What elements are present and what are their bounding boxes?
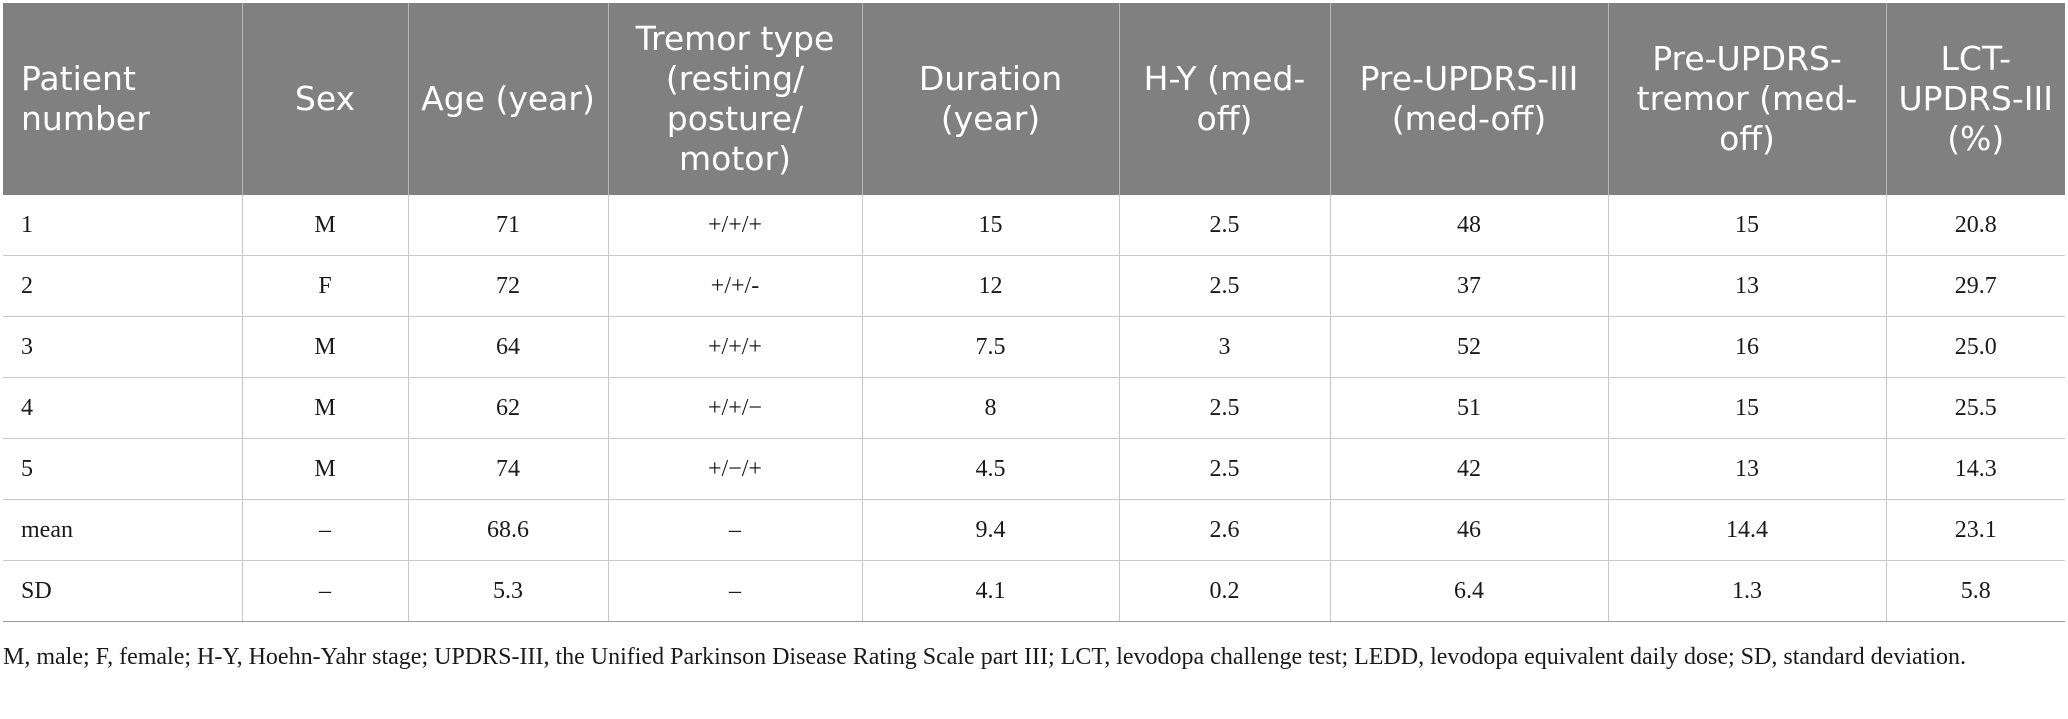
table-cell: 15 — [1608, 377, 1887, 439]
table-cell: 3 — [3, 316, 243, 378]
table-cell: 46 — [1330, 499, 1609, 561]
table-cell: 7.5 — [862, 316, 1120, 378]
column-header: Patient number — [3, 3, 243, 195]
table-row-sd: SD – 5.3 – 4.1 0.2 6.4 1.3 5.8 — [3, 560, 2065, 622]
table-cell: 2 — [3, 255, 243, 317]
table-cell: M — [242, 377, 409, 439]
table-cell: 2.5 — [1119, 195, 1331, 256]
table-cell: M — [242, 195, 409, 256]
table-row: 3 M 64 +/+/+ 7.5 3 52 16 25.0 — [3, 316, 2065, 378]
table-cell: 20.8 — [1886, 195, 2065, 256]
column-header: H-Y (med-off) — [1119, 3, 1331, 195]
table-cell: 16 — [1608, 316, 1887, 378]
table-cell: 5.8 — [1886, 560, 2065, 622]
table-cell: 23.1 — [1886, 499, 2065, 561]
table-cell: 2.5 — [1119, 255, 1331, 317]
table-cell: 14.4 — [1608, 499, 1887, 561]
table-row: 2 F 72 +/+/- 12 2.5 37 13 29.7 — [3, 255, 2065, 317]
table-cell: 15 — [862, 195, 1120, 256]
table-cell: 52 — [1330, 316, 1609, 378]
table-cell: M — [242, 438, 409, 500]
table-cell: 48 — [1330, 195, 1609, 256]
table-cell: 25.5 — [1886, 377, 2065, 439]
table-cell: +/−/+ — [608, 438, 863, 500]
table-header: Patient number Sex Age (year) Tremor typ… — [3, 3, 2065, 195]
table-cell: 13 — [1608, 255, 1887, 317]
table-cell: 51 — [1330, 377, 1609, 439]
table-cell: 3 — [1119, 316, 1331, 378]
table-cell: 42 — [1330, 438, 1609, 500]
table-cell: SD — [3, 560, 243, 622]
table-cell: 12 — [862, 255, 1120, 317]
table-cell: +/+/+ — [608, 195, 863, 256]
table-row: 1 M 71 +/+/+ 15 2.5 48 15 20.8 — [3, 195, 2065, 256]
table-cell: 0.2 — [1119, 560, 1331, 622]
table-cell: 6.4 — [1330, 560, 1609, 622]
table-cell: – — [608, 499, 863, 561]
column-header: Age (year) — [408, 3, 609, 195]
column-header: LCT-UPDRS-III (%) — [1886, 3, 2065, 195]
table-cell: 71 — [408, 195, 609, 256]
column-header: Pre-UPDRS-III (med-off) — [1330, 3, 1609, 195]
table-cell: 64 — [408, 316, 609, 378]
table-cell: – — [242, 499, 409, 561]
table-cell: 13 — [1608, 438, 1887, 500]
table-row: 4 M 62 +/+/− 8 2.5 51 15 25.5 — [3, 377, 2065, 439]
table-cell: +/+/+ — [608, 316, 863, 378]
table-cell: 29.7 — [1886, 255, 2065, 317]
table-row: 5 M 74 +/−/+ 4.5 2.5 42 13 14.3 — [3, 438, 2065, 500]
table-cell: 1 — [3, 195, 243, 256]
table-cell: 4.1 — [862, 560, 1120, 622]
table-cell: 15 — [1608, 195, 1887, 256]
table-cell: 14.3 — [1886, 438, 2065, 500]
patient-characteristics-table: Patient number Sex Age (year) Tremor typ… — [3, 3, 2065, 622]
column-header: Duration (year) — [862, 3, 1120, 195]
table-cell: 25.0 — [1886, 316, 2065, 378]
table-cell: – — [608, 560, 863, 622]
table-cell: 2.5 — [1119, 377, 1331, 439]
patient-characteristics-table-container: Patient number Sex Age (year) Tremor typ… — [3, 3, 2065, 622]
table-body: 1 M 71 +/+/+ 15 2.5 48 15 20.8 2 F 72 +/… — [3, 195, 2065, 622]
table-row-mean: mean – 68.6 – 9.4 2.6 46 14.4 23.1 — [3, 499, 2065, 561]
table-cell: 2.6 — [1119, 499, 1331, 561]
table-footnote: M, male; F, female; H-Y, Hoehn-Yahr stag… — [3, 644, 1966, 670]
table-cell: 74 — [408, 438, 609, 500]
header-row: Patient number Sex Age (year) Tremor typ… — [3, 3, 2065, 195]
table-cell: 5 — [3, 438, 243, 500]
column-header: Tremor type (resting/ posture/ motor) — [608, 3, 863, 195]
table-cell: F — [242, 255, 409, 317]
table-cell: – — [242, 560, 409, 622]
table-cell: 68.6 — [408, 499, 609, 561]
table-cell: 1.3 — [1608, 560, 1887, 622]
table-cell: 4 — [3, 377, 243, 439]
table-cell: mean — [3, 499, 243, 561]
column-header: Sex — [242, 3, 409, 195]
table-cell: 2.5 — [1119, 438, 1331, 500]
table-cell: 72 — [408, 255, 609, 317]
table-cell: 5.3 — [408, 560, 609, 622]
table-cell: 8 — [862, 377, 1120, 439]
table-cell: 4.5 — [862, 438, 1120, 500]
column-header: Pre-UPDRS-tremor (med-off) — [1608, 3, 1887, 195]
table-cell: M — [242, 316, 409, 378]
table-cell: 37 — [1330, 255, 1609, 317]
table-cell: +/+/− — [608, 377, 863, 439]
table-cell: 9.4 — [862, 499, 1120, 561]
table-cell: 62 — [408, 377, 609, 439]
table-cell: +/+/- — [608, 255, 863, 317]
